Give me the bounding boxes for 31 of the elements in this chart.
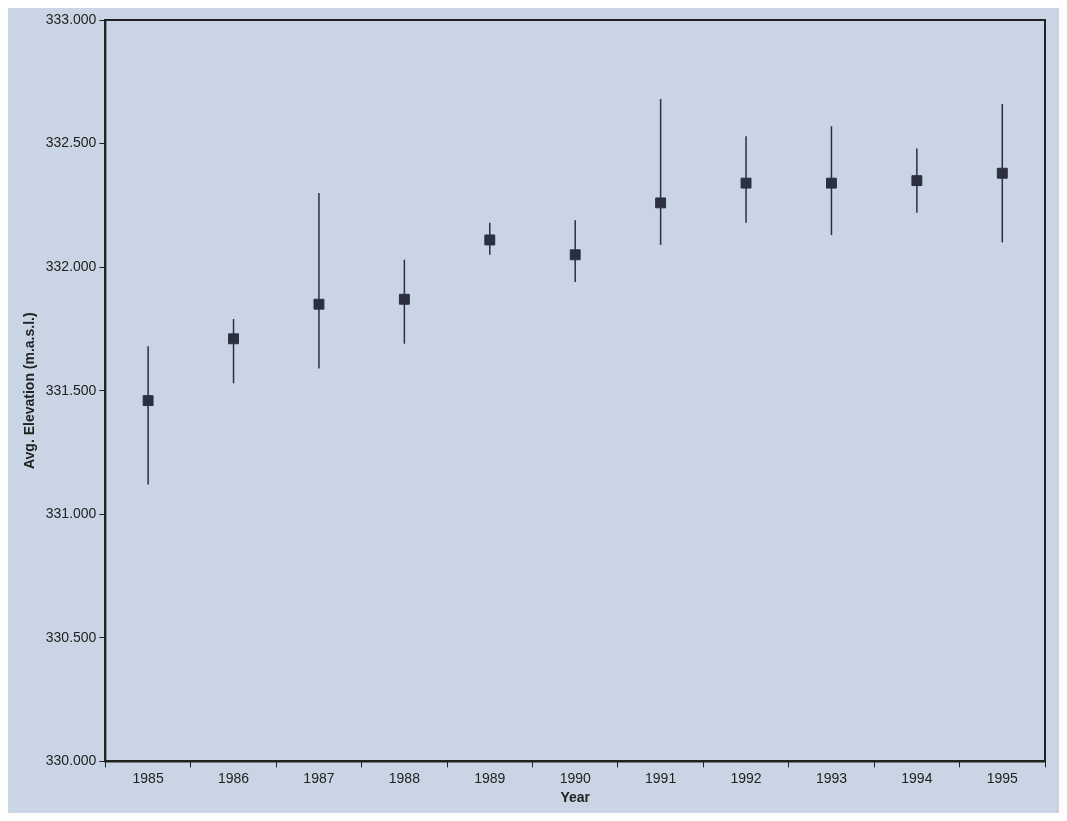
y-axis-title: Avg. Elevation (m.a.s.l.) [21,312,38,470]
point [398,293,410,305]
point [740,177,752,189]
y-tick-label: 333.000 [45,10,97,27]
x-tick-label: 1988 [388,769,421,786]
point [911,175,923,187]
point [142,395,154,407]
point [569,249,581,261]
point [826,177,837,189]
x-tick-label: 1993 [815,769,848,786]
y-tick-label: 331.500 [45,381,97,398]
x-tick-label: 1986 [217,769,250,786]
x-tick-label: 1991 [645,769,677,786]
x-tick-label: 1992 [730,769,762,786]
y-tick-label: 330.000 [45,752,97,769]
y-tick-label: 332.500 [45,134,97,151]
x-tick-label: 1990 [559,769,591,786]
point [655,197,667,209]
x-tick-label: 1987 [303,769,335,786]
point [484,234,496,246]
point [996,167,1008,179]
point [313,298,325,310]
y-tick-label: 332.000 [45,257,97,274]
y-tick-label: 331.000 [45,505,97,522]
y-tick-label: 330.500 [45,628,97,645]
x-axis-title: Year [560,789,591,806]
x-tick-label: 1989 [474,769,506,786]
x-tick-label: 1994 [901,769,933,786]
x-tick-label: 1995 [986,769,1019,786]
x-tick-label: 1985 [132,769,164,786]
point [228,333,239,345]
